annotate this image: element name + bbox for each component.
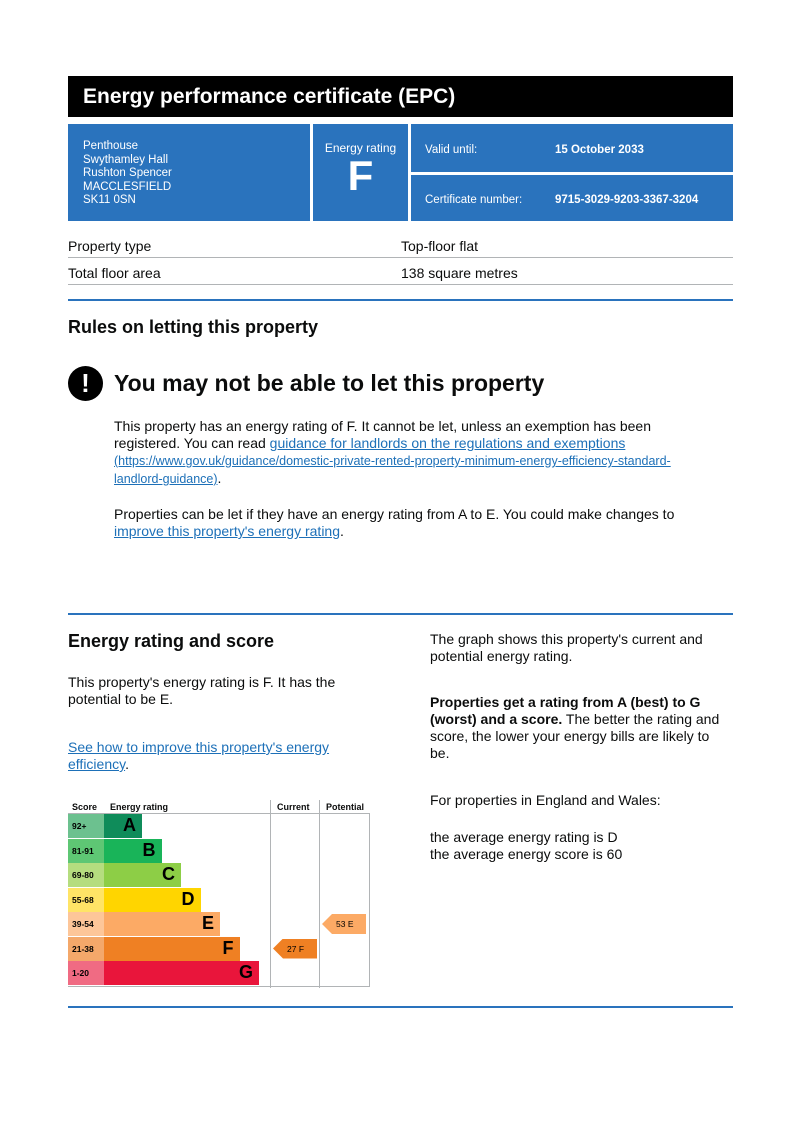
averages: the average energy rating is D the avera… [430, 829, 730, 863]
property-type-label: Property type [68, 238, 152, 254]
floor-area-value: 138 square metres [401, 265, 518, 281]
valid-until-label: Valid until: [425, 144, 478, 156]
chart-header-rating: Energy rating [110, 802, 169, 812]
warning-icon: ! [68, 366, 103, 401]
section-divider [68, 1006, 733, 1008]
average-score: the average energy score is 60 [430, 846, 623, 862]
period: . [125, 756, 129, 772]
chart-header-current: Current [277, 802, 310, 812]
improve-efficiency-link[interactable]: See how to improve this property's energ… [68, 739, 330, 772]
band-score-range: 81-91 [68, 838, 104, 863]
band-score-range: 69-80 [68, 863, 104, 887]
energy-rating-box: Energy rating F [313, 124, 408, 221]
warning-title: You may not be able to let this property [114, 370, 545, 396]
guidance-link[interactable]: guidance for landlords on the regulation… [269, 435, 626, 451]
chart-header-score: Score [72, 802, 98, 812]
section-divider [68, 613, 733, 615]
property-type-value: Top-floor flat [401, 238, 479, 254]
address-line: SK11 0SN [83, 194, 136, 206]
property-type-row: Property type Top-floor flat [68, 231, 733, 258]
chart-divider-current [270, 800, 271, 988]
score-paragraph: This property's energy rating is F. It h… [68, 674, 336, 707]
energy-rating-value: F [347, 152, 374, 199]
letting-text-2: Properties can be let if they have an en… [114, 506, 675, 522]
band-score-range: 1-20 [68, 961, 104, 985]
chart-frame [68, 813, 370, 987]
energy-rating-chart: Score Energy rating Current Potential 92… [68, 800, 371, 988]
page-title: Energy performance certificate (EPC) [68, 76, 733, 117]
band-letter: G [238, 962, 253, 982]
valid-until-value: 15 October 2033 [555, 144, 644, 156]
rating-explanation-bold: Properties get a rating from A (best) to… [430, 694, 701, 727]
address-line: Rushton Spencer [83, 167, 172, 179]
address-line: Penthouse [83, 140, 138, 152]
band-letter: A [123, 815, 136, 835]
current-rating-arrow: 27 F [273, 938, 317, 959]
band-bar-f: F [104, 936, 240, 961]
floor-area-label: Total floor area [68, 265, 161, 281]
floor-area-row: Total floor area 138 square metres [68, 258, 733, 285]
improve-rating-link[interactable]: improve this property's energy rating [114, 523, 340, 539]
certificate-number-box: Certificate number: 9715-3029-9203-3367-… [411, 175, 733, 221]
letting-heading: Rules on letting this property [68, 317, 319, 337]
certificate-number-label: Certificate number: [425, 194, 523, 206]
energy-rating-label: Energy rating [324, 141, 397, 155]
certificate-number-value: 9715-3029-9203-3367-3204 [555, 194, 699, 206]
band-score-range: 39-54 [68, 912, 104, 936]
band-letter: F [222, 937, 234, 958]
band-score-range: 92+ [68, 814, 104, 838]
band-score-range: 21-38 [68, 936, 104, 961]
address-line: MACCLESFIELD [83, 180, 172, 193]
address-line: Swythamley Hall [83, 153, 168, 166]
improve-efficiency-paragraph: See how to improve this property's energ… [68, 739, 368, 773]
band-bar-d: D [104, 887, 201, 912]
graph-explanation: The graph shows this property's current … [430, 631, 703, 664]
band-letter: E [201, 913, 214, 933]
band-bar-a: A [104, 814, 142, 838]
letting-text: This property has an energy rating of F.… [114, 418, 651, 451]
energy-score-heading: Energy rating and score [68, 631, 275, 651]
band-bar-b: B [104, 838, 162, 863]
letting-paragraph-2: Properties can be let if they have an en… [114, 506, 714, 540]
letting-paragraph-1: This property has an energy rating of F.… [114, 418, 714, 488]
average-rating: the average energy rating is D [430, 829, 618, 845]
period: . [340, 523, 344, 539]
region-label: For properties in England and Wales: [430, 792, 661, 808]
chart-divider-potential [319, 800, 320, 988]
period: . [217, 470, 222, 486]
address-panel: Penthouse Swythamley Hall Rushton Spence… [68, 124, 310, 221]
band-letter: B [142, 839, 156, 860]
band-bar-g: G [104, 961, 259, 985]
guidance-url[interactable]: (https://www.gov.uk/guidance/domestic-pr… [114, 454, 671, 486]
band-letter: C [162, 864, 175, 884]
chart-header-potential: Potential [326, 802, 365, 812]
rating-explanation-rest: The better the rating and score, the low… [430, 711, 720, 761]
band-bar-c: C [104, 863, 181, 887]
band-score-range: 55-68 [68, 887, 104, 912]
potential-rating-arrow: 53 E [322, 914, 366, 934]
rating-explanation: Properties get a rating from A (best) to… [430, 694, 730, 762]
section-divider [68, 299, 733, 301]
valid-until-box: Valid until: 15 October 2033 [411, 124, 733, 172]
band-letter: D [181, 888, 195, 909]
band-bar-e: E [104, 912, 220, 936]
